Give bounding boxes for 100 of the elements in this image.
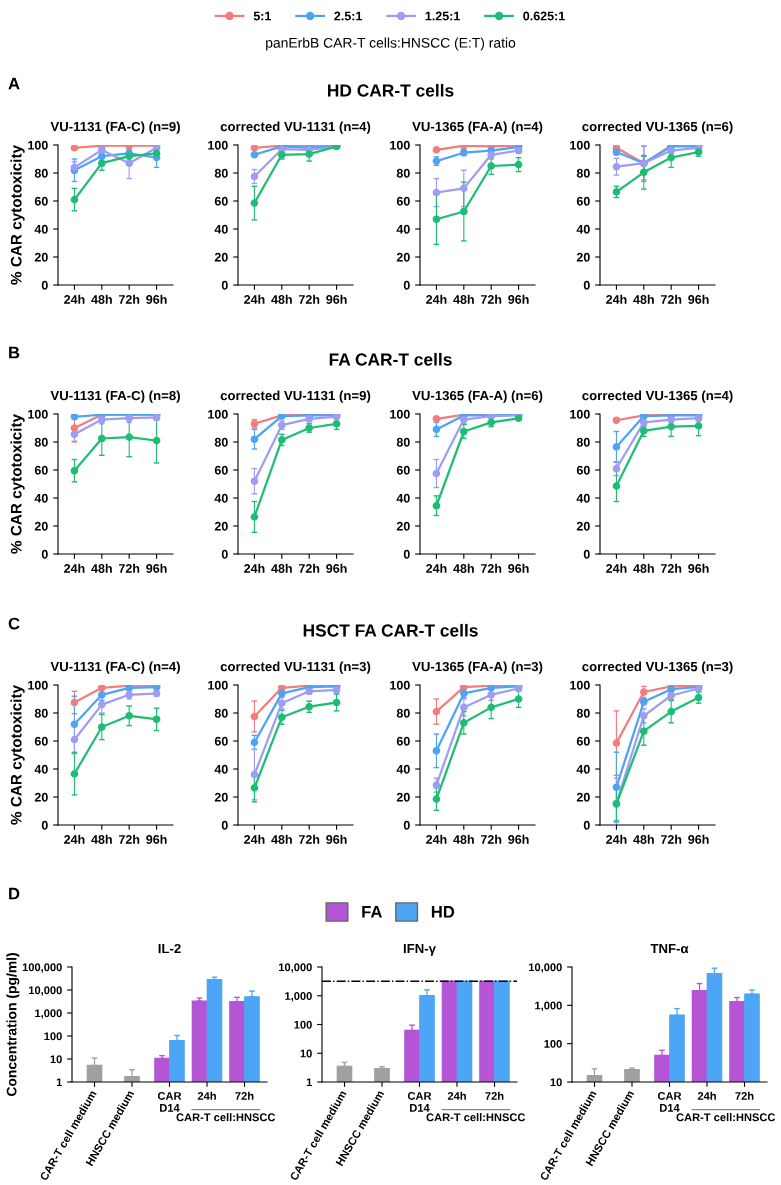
y-tick-label: 1: [56, 1078, 62, 1087]
y-tick-label: 60: [576, 736, 590, 746]
y-tick-label: 0: [41, 280, 48, 290]
y-tick-label: 40: [214, 764, 228, 774]
x-tick-label: 48h: [633, 834, 654, 844]
x-tick-label: 24h: [64, 563, 85, 573]
y-tick-label: 100: [390, 140, 410, 150]
y-tick-label: 40: [576, 224, 590, 234]
x-tick-label: 24h: [447, 1091, 466, 1100]
x-tick-label: 72h: [235, 1091, 254, 1100]
y-tick-label: 20: [214, 252, 228, 262]
y-tick-label: 0: [403, 549, 410, 559]
x-tick-label: 48h: [271, 563, 292, 573]
y-tick-label: 60: [396, 736, 410, 746]
chart-title: VU-1365 (FA-A) (n=6): [412, 390, 543, 403]
x-tick-label: 48h: [91, 294, 112, 304]
y-tick-label: 100: [390, 409, 410, 419]
x-tick-label: 48h: [633, 294, 654, 304]
y-tick-label: 10,000: [529, 963, 562, 973]
x-tick-label: CAR D14: [657, 1092, 682, 1112]
y-tick-label: 100: [208, 680, 228, 690]
x-tick-label: 24h: [244, 834, 265, 844]
x-tick-label: 48h: [91, 834, 112, 844]
x-tick-label: CAR D14: [407, 1092, 432, 1112]
y-tick-label: 80: [396, 168, 410, 178]
y-tick-label: 80: [214, 708, 228, 718]
y-tick-label: 0: [41, 820, 48, 830]
x-tick-label: 96h: [326, 294, 347, 304]
y-tick-label: 10,000: [29, 986, 62, 996]
y-tick-label: 20: [576, 252, 590, 262]
y-tick-label: 0: [583, 549, 590, 559]
x-tick-label: 72h: [485, 1091, 504, 1100]
chart-title: IL-2: [158, 943, 181, 954]
y-tick-label: 60: [214, 736, 228, 746]
y-tick-label: 0: [41, 549, 48, 559]
x-tick-label: 72h: [660, 563, 682, 573]
chart-title: IFN-γ: [403, 944, 436, 956]
y-tick-label: 80: [34, 437, 48, 447]
chart-title: corrected VU-1365 (n=4): [582, 390, 733, 403]
y-tick-label: 1,000: [285, 992, 312, 1002]
y-tick-label: 100: [570, 409, 590, 419]
y-tick-label: 100,000: [22, 963, 62, 973]
x-tick-label: 96h: [146, 294, 167, 304]
legend-title: panErbB CAR-T cells:HNSCC (E:T) ratio: [266, 37, 516, 51]
y-tick-label: 20: [34, 792, 48, 802]
x-tick-label: 24h: [426, 563, 447, 573]
y-tick-label: 80: [34, 708, 48, 718]
x-tick-label: 24h: [426, 834, 447, 844]
y-tick-label: 0: [583, 280, 590, 290]
y-tick-label: 10: [550, 1078, 562, 1087]
y-tick-label: 60: [396, 196, 410, 206]
y-tick-label: 20: [396, 521, 410, 531]
legend-label: 2.5:1: [334, 11, 363, 21]
y-tick-label: 40: [34, 764, 48, 774]
y-tick-label: 20: [396, 792, 410, 802]
y-tick-label: 20: [34, 521, 48, 531]
x-tick-label: CAR D14: [157, 1092, 182, 1112]
chart-title: corrected VU-1131 (n=3): [220, 661, 371, 674]
x-tick-label: 72h: [298, 563, 320, 573]
y-tick-label: 100: [570, 140, 590, 150]
legend-label: HD: [431, 906, 455, 918]
chart-title: VU-1365 (FA-A) (n=4): [412, 121, 543, 134]
legend-label: 1.25:1: [425, 11, 460, 21]
chart-title: VU-1131 (FA-C) (n=4): [50, 661, 180, 674]
y-tick-label: 0: [583, 820, 590, 830]
y-tick-label: 40: [214, 224, 228, 234]
x-tick-label: 24h: [426, 294, 447, 304]
y-tick-label: 10: [50, 1055, 62, 1064]
x-tick-label: 24h: [606, 294, 627, 304]
x-tick-label: 96h: [688, 294, 709, 304]
x-tick-label: 72h: [480, 563, 502, 573]
y-tick-label: 1: [306, 1078, 312, 1087]
x-tick-label: 96h: [326, 834, 347, 844]
y-tick-label: 40: [576, 764, 590, 774]
x-tick-label: 96h: [326, 563, 347, 573]
y-tick-label: 80: [576, 437, 590, 447]
x-tick-label: 72h: [118, 834, 140, 844]
y-axis-title: % CAR cytotoxicity: [10, 414, 25, 554]
legend-label: 0.625:1: [523, 11, 565, 21]
legend-label: FA: [362, 906, 383, 918]
y-tick-label: 100: [28, 409, 48, 419]
x-tick-label: 72h: [118, 563, 140, 573]
x-tick-label: 96h: [688, 834, 709, 844]
text: C: [8, 617, 20, 630]
y-tick-label: 1,000: [35, 1009, 62, 1019]
text: FA CAR-T cells: [329, 352, 452, 366]
y-tick-label: 10: [300, 1049, 312, 1058]
chart-title: corrected VU-1131 (n=9): [220, 390, 371, 403]
chart-title: VU-1131 (FA-C) (n=9): [50, 121, 180, 134]
chart-title: corrected VU-1365 (n=6): [582, 121, 733, 134]
y-tick-label: 80: [576, 168, 590, 178]
y-tick-label: 100: [544, 1039, 562, 1048]
x-tick-label: 48h: [633, 563, 654, 573]
y-tick-label: 20: [34, 252, 48, 262]
x-tick-label: 48h: [271, 834, 292, 844]
text: CAR-T cell:HNSCC: [176, 1113, 276, 1122]
y-tick-label: 40: [396, 764, 410, 774]
y-tick-label: 100: [208, 409, 228, 419]
x-tick-label: 48h: [453, 563, 474, 573]
y-tick-label: 10,000: [279, 963, 312, 973]
